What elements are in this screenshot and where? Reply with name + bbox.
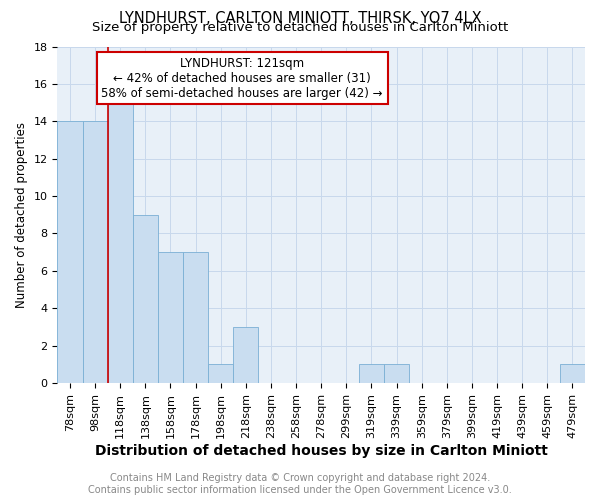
Bar: [560, 364, 585, 383]
Bar: [107, 102, 133, 383]
Bar: [359, 364, 384, 383]
X-axis label: Distribution of detached houses by size in Carlton Miniott: Distribution of detached houses by size …: [95, 444, 548, 458]
Text: LYNDHURST, CARLTON MINIOTT, THIRSK, YO7 4LX: LYNDHURST, CARLTON MINIOTT, THIRSK, YO7 …: [119, 11, 481, 26]
Bar: [208, 364, 233, 383]
Y-axis label: Number of detached properties: Number of detached properties: [15, 122, 28, 308]
Text: LYNDHURST: 121sqm
← 42% of detached houses are smaller (31)
58% of semi-detached: LYNDHURST: 121sqm ← 42% of detached hous…: [101, 56, 383, 100]
Text: Size of property relative to detached houses in Carlton Miniott: Size of property relative to detached ho…: [92, 21, 508, 34]
Bar: [384, 364, 409, 383]
Bar: [133, 215, 158, 383]
Text: Contains HM Land Registry data © Crown copyright and database right 2024.
Contai: Contains HM Land Registry data © Crown c…: [88, 474, 512, 495]
Bar: [233, 327, 259, 383]
Bar: [58, 122, 83, 383]
Bar: [158, 252, 183, 383]
Bar: [183, 252, 208, 383]
Bar: [83, 122, 107, 383]
